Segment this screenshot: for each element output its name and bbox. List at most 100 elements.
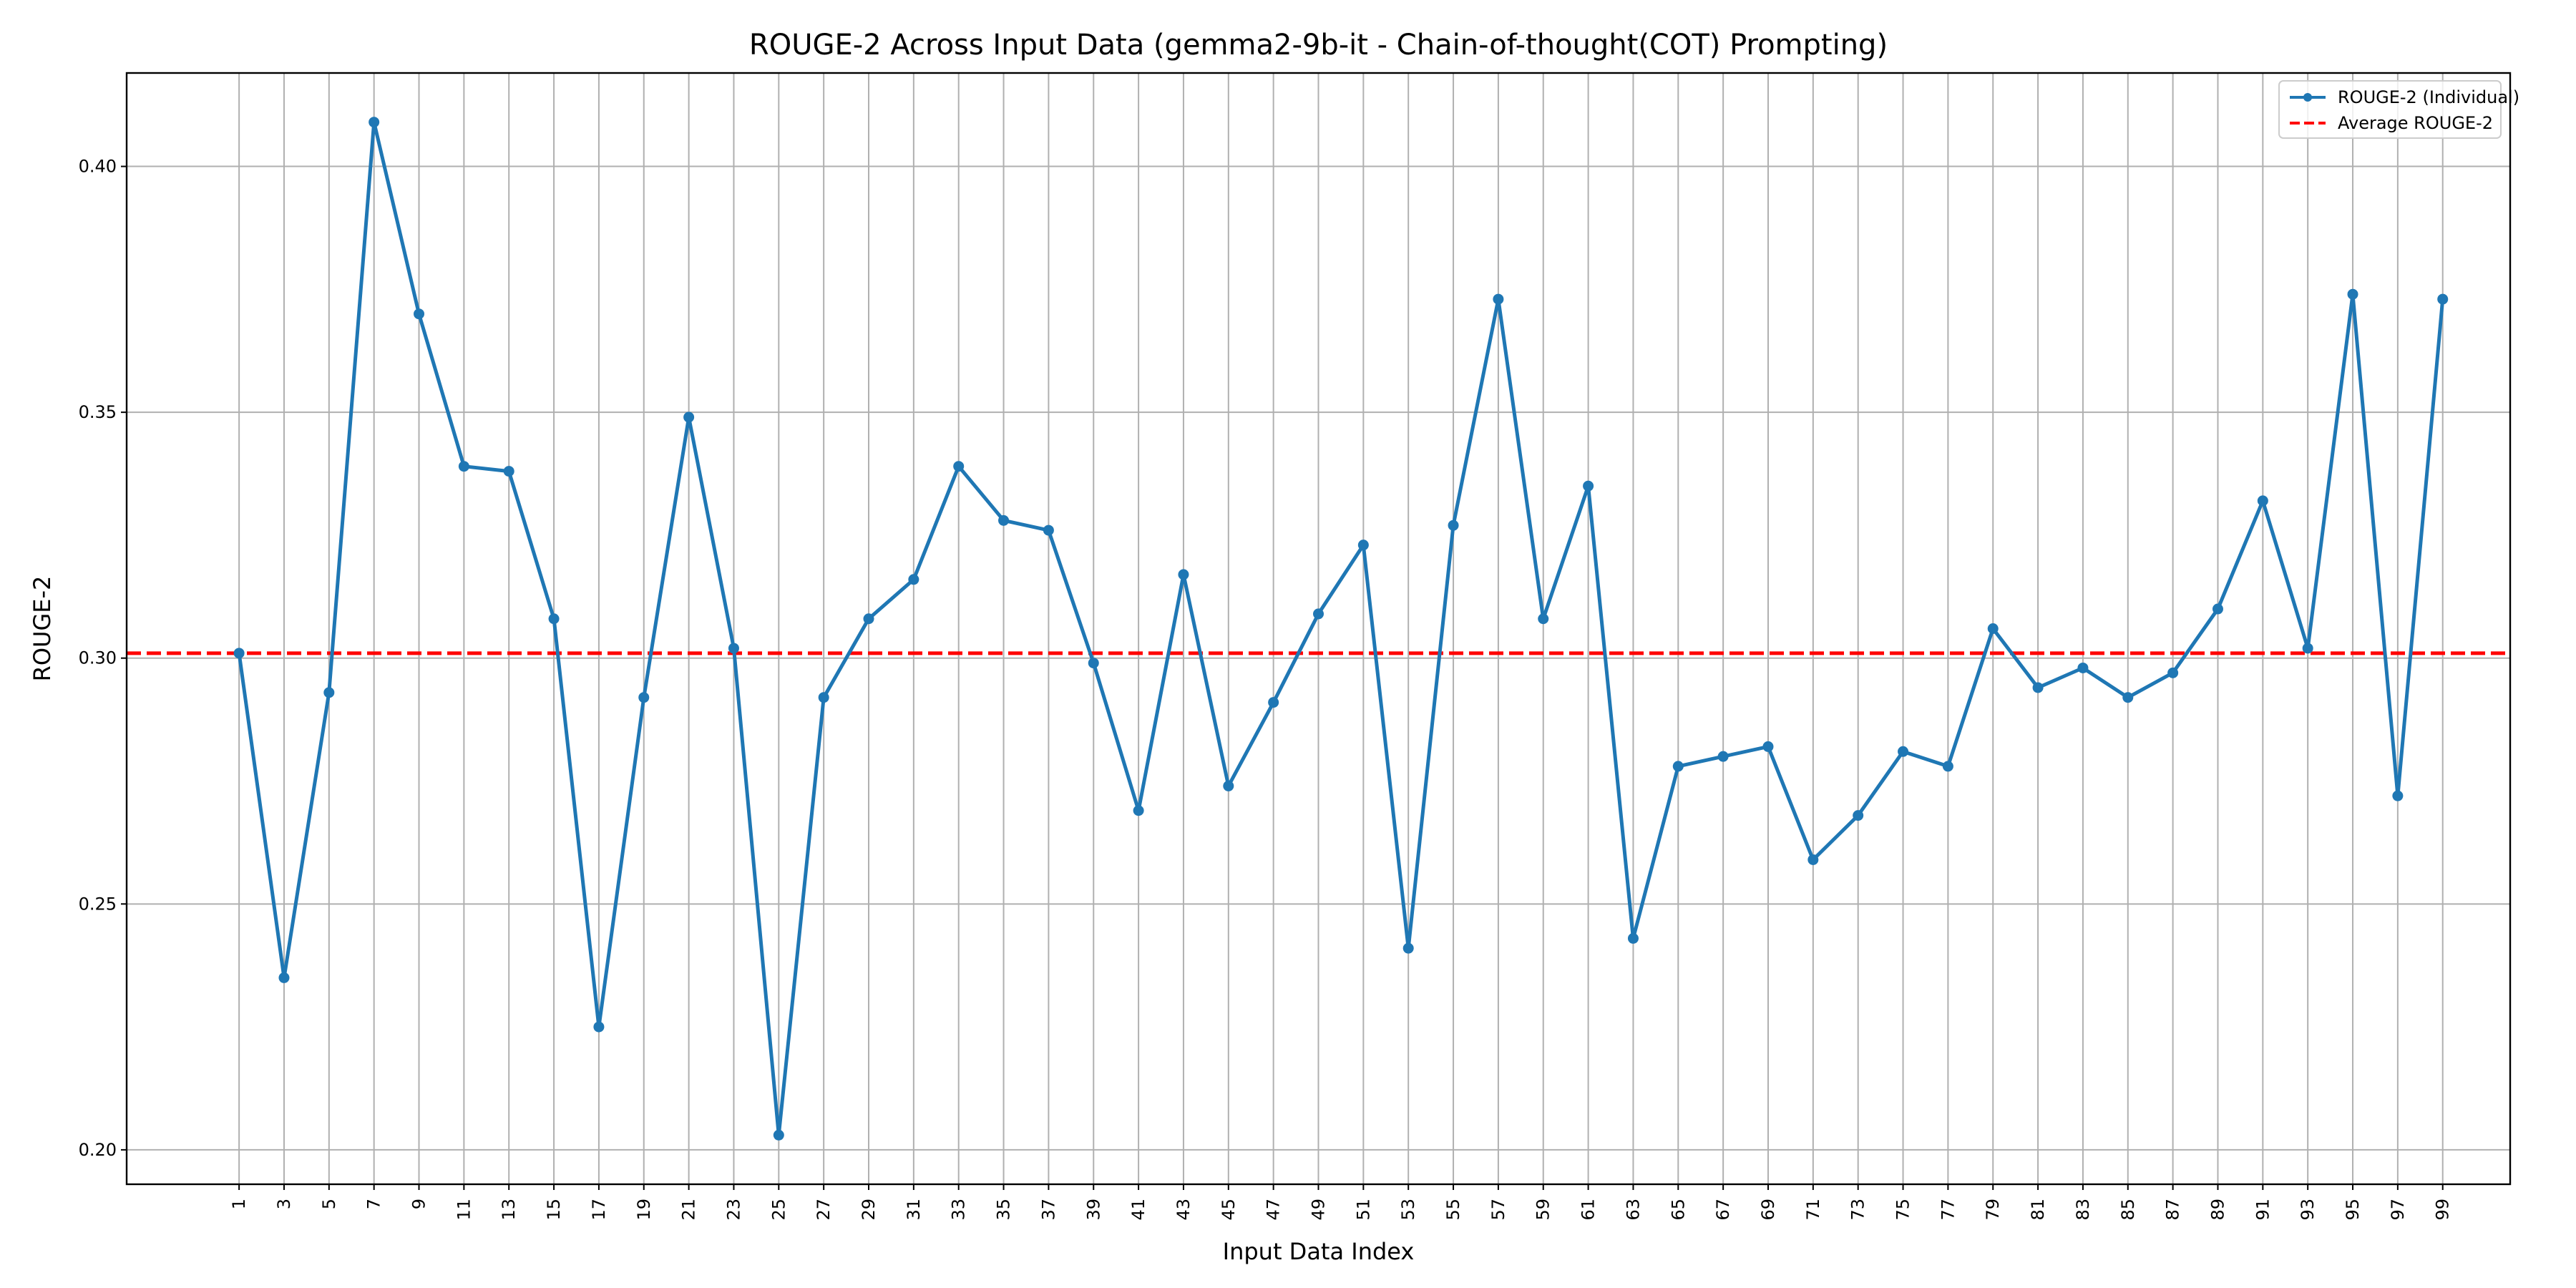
data-point [818,692,829,703]
data-point [369,117,380,128]
data-point [233,648,245,659]
x-tick-label: 1 [229,1199,249,1209]
data-point [1357,540,1369,551]
x-tick-label: 3 [274,1199,294,1209]
x-tick-label: 7 [364,1199,384,1209]
data-point [998,514,1010,526]
data-point [1627,932,1639,944]
x-tick-label: 41 [1128,1199,1148,1221]
data-point [1583,480,1594,492]
data-point [548,613,560,625]
data-point [1043,525,1054,536]
x-tick-label: 67 [1713,1199,1733,1221]
x-tick-label: 29 [859,1199,879,1221]
data-point [863,613,874,625]
x-tick-label: 73 [1848,1199,1868,1221]
data-point [2257,495,2268,507]
data-point [278,972,290,983]
x-tick-label: 49 [1309,1199,1329,1221]
y-axis-ticks: 0.20 0.25 0.30 0.35 0.40 [79,157,127,1160]
x-tick-label: 93 [2298,1199,2318,1221]
x-axis-ticks: 1 3 5 7 9 11 13 15 17 19 21 23 25 27 29 31 33 35 37 39 41 43 4… [229,1184,2453,1221]
data-point [2392,790,2404,801]
x-tick-label: 31 [904,1199,924,1221]
x-tick-label: 85 [2118,1199,2138,1221]
data-point [1133,805,1144,816]
series-line-individual [237,120,2445,1137]
grid [127,73,2510,1184]
data-point [458,461,469,472]
x-tick-label: 87 [2163,1199,2183,1221]
x-tick-label: 69 [1758,1199,1778,1221]
x-tick-label: 45 [1219,1199,1239,1221]
data-point [773,1129,784,1141]
legend-box [2278,80,2502,139]
data-point [1088,658,1099,669]
x-tick-label: 21 [679,1199,699,1221]
data-point [908,574,919,585]
data-point [1178,569,1189,580]
y-tick-label: 0.30 [79,648,117,668]
data-point [1717,751,1729,762]
data-point [638,692,650,703]
data-point [2032,682,2044,693]
x-tick-label: 27 [814,1199,834,1221]
x-tick-label: 33 [949,1199,969,1221]
x-tick-label: 81 [2028,1199,2048,1221]
data-point [1672,761,1684,772]
data-point [2122,692,2134,703]
data-point [2302,643,2313,654]
x-tick-label: 77 [1938,1199,1958,1221]
x-tick-label: 99 [2433,1199,2453,1221]
legend-label-average: Average ROUGE-2 [2338,113,2493,133]
x-axis-label: Input Data Index [1223,1238,1415,1265]
data-point [1987,623,1999,634]
x-tick-label: 39 [1083,1199,1103,1221]
legend: ROUGE-2 (Individual) Average ROUGE-2 [2278,80,2519,139]
data-point [2437,293,2449,305]
x-tick-label: 43 [1174,1199,1194,1221]
x-tick-label: 75 [1893,1199,1913,1221]
x-tick-label: 91 [2253,1199,2273,1221]
x-tick-label: 97 [2388,1199,2408,1221]
x-tick-label: 17 [589,1199,609,1221]
data-point [2167,667,2179,678]
x-tick-label: 63 [1623,1199,1643,1221]
data-point [2212,603,2223,615]
x-tick-label: 13 [499,1199,519,1221]
chart-title: ROUGE-2 Across Input Data (gemma2-9b-it … [749,29,1888,62]
y-tick-label: 0.40 [79,157,117,177]
x-tick-label: 53 [1398,1199,1418,1221]
data-point [1538,613,1549,625]
data-point [1853,810,1864,821]
data-point [323,687,335,698]
x-tick-label: 35 [994,1199,1014,1221]
data-point [1448,519,1459,531]
y-axis-label: ROUGE-2 [29,576,56,682]
data-point [2077,662,2089,673]
data-point [1942,761,1953,772]
series-layer [233,117,2449,1141]
x-tick-label: 23 [723,1199,743,1221]
legend-marker-individual [2303,93,2312,102]
data-point [1313,608,1324,620]
data-point [1223,780,1234,791]
data-point [953,461,965,472]
x-tick-label: 55 [1443,1199,1463,1221]
x-tick-label: 95 [2343,1199,2363,1221]
x-tick-label: 9 [409,1199,429,1209]
legend-label-individual: ROUGE-2 (Individual) [2338,87,2519,107]
x-tick-label: 83 [2073,1199,2093,1221]
data-point [728,643,739,654]
data-point [1807,854,1819,865]
x-tick-label: 25 [769,1199,789,1221]
x-tick-label: 57 [1488,1199,1508,1221]
data-point [1268,697,1279,708]
x-tick-label: 79 [1983,1199,2003,1221]
x-tick-label: 11 [454,1199,474,1221]
x-tick-label: 51 [1353,1199,1373,1221]
x-tick-label: 61 [1579,1199,1599,1221]
